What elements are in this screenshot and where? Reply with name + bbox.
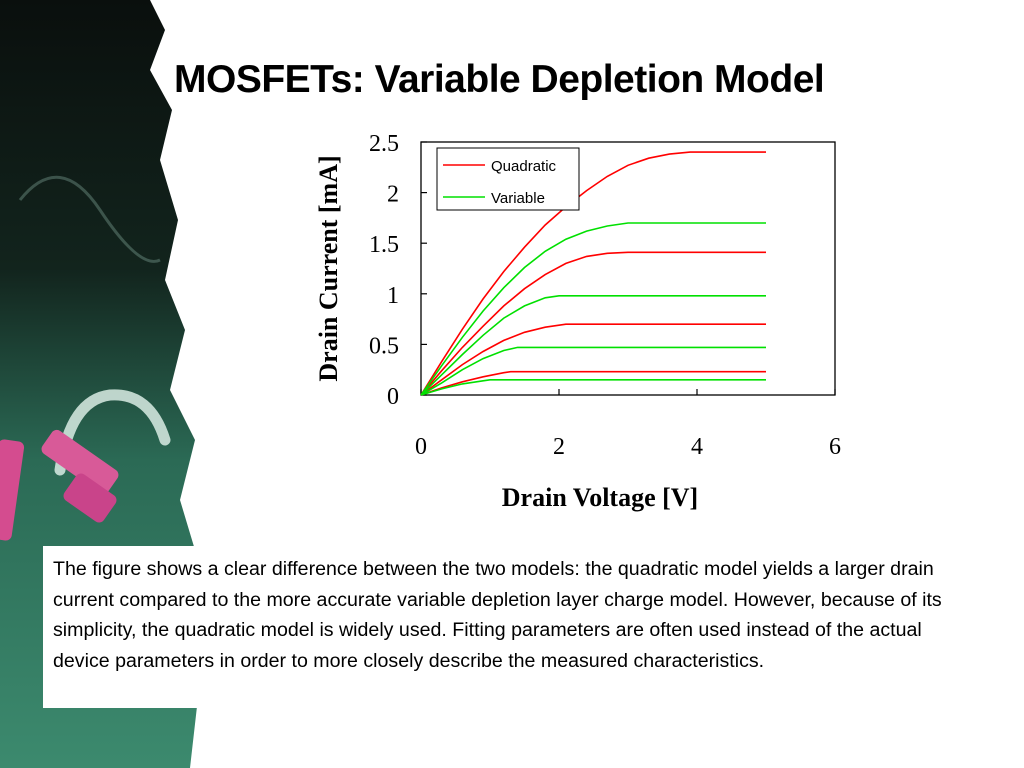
x-tick-label: 0 xyxy=(415,434,427,460)
drain-current-chart: 0 0.5 1 1.5 2 2.5 0 2 4 6 Quadratic Variable Drain V… xyxy=(314,131,841,512)
slide-caption: The figure shows a clear difference betw… xyxy=(43,546,985,708)
y-tick-label: 0 xyxy=(387,384,399,410)
y-tick-label: 2 xyxy=(387,182,399,208)
y-axis-label: Drain Current [mA] xyxy=(314,155,343,381)
quadratic-curve xyxy=(420,323,766,396)
x-tick-label: 2 xyxy=(553,434,565,460)
variable-curve xyxy=(420,295,766,396)
quadratic-curve xyxy=(420,151,766,396)
x-tick-label: 6 xyxy=(829,434,841,460)
y-tick-label: 1.5 xyxy=(369,232,399,258)
slide-title: MOSFETs: Variable Depletion Model xyxy=(174,58,825,101)
x-tick-label: 4 xyxy=(691,434,703,460)
legend-box xyxy=(436,147,580,211)
legend-label-quadratic: Quadratic xyxy=(491,158,557,175)
chalk-smudge xyxy=(18,175,161,263)
legend-label-variable: Variable xyxy=(491,190,545,207)
y-tick-label: 0.5 xyxy=(369,333,399,359)
variable-curve xyxy=(420,346,766,396)
variable-curve xyxy=(420,378,766,396)
y-tick-label: 1 xyxy=(387,283,399,309)
quadratic-curve xyxy=(420,370,766,396)
chalk-stroke xyxy=(54,389,171,476)
chalk-pieces xyxy=(0,429,119,541)
x-axis-label: Drain Voltage [V] xyxy=(502,483,698,512)
variable-curve xyxy=(420,222,766,396)
y-tick-label: 2.5 xyxy=(369,131,399,157)
quadratic-curve xyxy=(420,251,766,396)
